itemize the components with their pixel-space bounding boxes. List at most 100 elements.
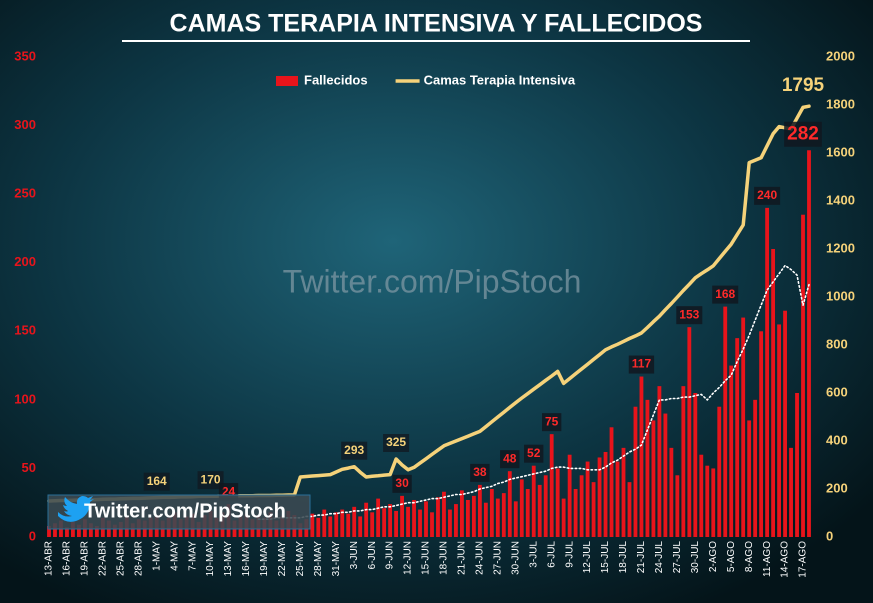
x-tick-label: 15-JUN: [421, 541, 432, 575]
bar: [442, 491, 446, 537]
x-tick-label: 19-MAY: [259, 541, 270, 577]
data-label-box: [754, 186, 781, 205]
x-tick-label: 24-JUN: [475, 541, 486, 575]
y2-tick-label: 0: [826, 528, 833, 543]
x-tick-label: 1-MAY: [151, 541, 162, 571]
y-tick-label: 350: [14, 48, 36, 63]
watermark: Twitter.com/PipStoch: [283, 263, 582, 299]
watermark-text: Twitter.com/PipStoch: [84, 500, 286, 522]
bar: [681, 386, 686, 537]
x-tick-label: 15-JUL: [600, 541, 611, 574]
x-tick-label: 24-JUL: [654, 541, 665, 574]
x-tick-label: 13-ABR: [44, 541, 55, 576]
bar: [651, 420, 656, 537]
y2-tick-label: 1400: [826, 192, 855, 207]
data-label: 117: [632, 357, 652, 371]
y-tick-label: 250: [14, 186, 36, 201]
bar: [795, 393, 799, 537]
y2-tick-label: 1600: [826, 144, 855, 159]
bar: [585, 461, 590, 537]
data-label-box: [197, 471, 224, 490]
data-label-group: 52: [524, 444, 544, 463]
bar: [705, 465, 710, 537]
bar: [531, 465, 536, 537]
y-tick-label: 50: [22, 460, 36, 475]
bar: [657, 386, 662, 537]
data-label-box: [392, 474, 412, 493]
x-tick-label: 21-JUL: [636, 541, 647, 574]
x-tick-label: 6-JUL: [546, 541, 557, 568]
y-tick-label: 150: [14, 323, 36, 338]
x-tick-label: 3-JUL: [528, 541, 539, 568]
data-label-box: [500, 450, 520, 469]
bar: [394, 510, 399, 537]
data-label-box: [676, 306, 703, 325]
bar: [597, 457, 602, 537]
bar: [519, 479, 524, 537]
bar: [567, 454, 572, 537]
bar: [53, 523, 57, 537]
bar: [741, 317, 746, 537]
bar: [699, 454, 704, 537]
x-tick-label: 22-ABR: [97, 541, 108, 576]
bar: [130, 523, 135, 537]
data-label-group: 1795: [782, 75, 825, 96]
bar: [364, 502, 369, 537]
bar: [507, 471, 512, 537]
data-label-box: [784, 121, 822, 147]
bar: [298, 523, 303, 537]
bar: [621, 447, 626, 537]
bar: [310, 513, 315, 537]
bar: [543, 475, 548, 537]
data-label: 240: [757, 188, 777, 202]
x-tick-label: 27-JUN: [492, 541, 503, 575]
y2-tick-label: 1200: [826, 240, 855, 255]
data-label-box: [712, 285, 739, 304]
x-tick-label: 14-AGO: [780, 541, 791, 578]
bar: [771, 249, 776, 537]
x-tick-label: 22-MAY: [277, 541, 288, 577]
bar: [448, 509, 452, 537]
bar: [561, 498, 566, 537]
bar: [573, 489, 578, 537]
bar: [735, 338, 740, 537]
data-label: 325: [386, 435, 406, 449]
bar: [65, 527, 69, 537]
data-label: 153: [679, 307, 699, 321]
bar: [789, 447, 793, 537]
bar: [801, 214, 805, 537]
bar: [465, 499, 470, 537]
y2-tick-label: 600: [826, 384, 848, 399]
data-label-group: 170: [197, 471, 224, 490]
bar: [483, 502, 488, 537]
data-label-group: 293: [341, 441, 368, 460]
y2-tick-label: 400: [826, 432, 848, 447]
data-label-group: 48: [500, 450, 520, 469]
watermark-box: Twitter.com/PipStoch: [47, 494, 311, 530]
data-label-group: 30: [392, 474, 412, 493]
y-tick-label: 300: [14, 117, 36, 132]
bar: [358, 516, 363, 537]
data-label-group: 325: [383, 434, 410, 452]
data-label: 282: [787, 123, 819, 144]
bar: [711, 468, 716, 537]
bar: [765, 207, 770, 537]
legend-label: Fallecidos: [304, 72, 368, 87]
x-tick-label: 17-AGO: [798, 541, 809, 578]
chart-title: CAMAS TERAPIA INTENSIVA Y FALLECIDOS: [170, 10, 703, 38]
bar: [322, 509, 327, 537]
y2-tick-label: 800: [826, 336, 848, 351]
bar: [645, 399, 650, 537]
data-label-box: [470, 463, 490, 482]
bar: [316, 517, 321, 537]
bar: [753, 399, 758, 537]
x-tick-label: 30-JUL: [690, 541, 701, 574]
data-label: 170: [201, 472, 221, 486]
bar: [400, 495, 404, 537]
bar: [627, 482, 632, 537]
bar: [328, 516, 333, 537]
data-label-box: [628, 355, 655, 374]
bar: [47, 526, 51, 537]
data-label: 1795: [782, 75, 825, 96]
data-label-box: [524, 444, 544, 463]
